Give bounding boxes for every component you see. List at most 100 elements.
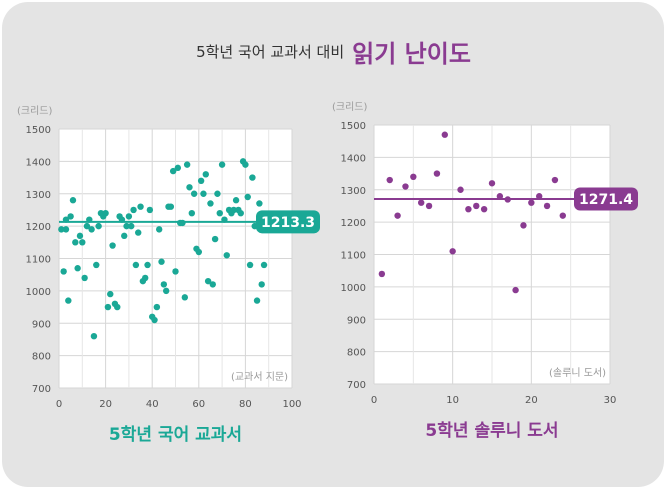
data-point: [67, 213, 74, 220]
data-point: [488, 180, 496, 187]
data-point: [253, 297, 261, 304]
data-point: [242, 161, 249, 168]
x-axis-label: (교과서 지문): [231, 371, 288, 383]
data-point: [155, 226, 163, 233]
data-point: [195, 248, 202, 256]
data-point: [246, 261, 254, 269]
data-point: [260, 261, 268, 269]
y-tick-label: 700: [347, 380, 366, 391]
data-point: [528, 199, 535, 206]
y-tick-label: 1200: [26, 222, 51, 233]
x-tick-label: 30: [604, 395, 617, 406]
x-tick-label: 80: [239, 399, 252, 410]
data-point: [74, 265, 81, 272]
data-point: [200, 190, 207, 197]
data-point: [130, 206, 137, 214]
data-point: [158, 258, 165, 265]
y-tick-label: 800: [347, 348, 366, 359]
y-tick-label: 1000: [341, 283, 366, 294]
data-point: [60, 268, 67, 275]
data-point: [162, 287, 170, 295]
y-tick-label: 1400: [341, 153, 366, 164]
data-point: [202, 171, 209, 178]
data-point: [135, 229, 142, 236]
x-axis-label: (솔루니 도서): [549, 367, 606, 379]
data-point: [218, 161, 226, 168]
data-point: [258, 281, 265, 288]
data-point: [204, 277, 212, 285]
data-point: [536, 193, 543, 200]
data-point: [181, 294, 189, 301]
chart-title: 5학년 국어 교과서: [109, 425, 242, 445]
data-point: [72, 239, 79, 246]
y-tick-label: 1100: [26, 255, 51, 266]
data-point: [441, 131, 448, 138]
mean-badge: [256, 210, 320, 234]
data-point: [128, 222, 135, 230]
data-point: [457, 186, 464, 193]
data-point: [237, 209, 244, 217]
x-tick-label: 20: [99, 399, 112, 410]
data-point: [123, 222, 130, 230]
y-tick-label: 1200: [341, 218, 366, 229]
data-point: [197, 177, 205, 184]
data-point: [449, 248, 456, 255]
data-point: [190, 190, 198, 197]
y-tick-label: 700: [32, 384, 51, 395]
data-point: [207, 200, 214, 207]
y-tick-label: 1100: [341, 251, 366, 262]
data-point: [211, 235, 219, 243]
data-point: [186, 184, 193, 191]
data-point: [65, 297, 72, 304]
data-point: [121, 232, 128, 240]
y-tick-label: 1300: [26, 190, 51, 201]
data-point: [76, 232, 84, 240]
data-point: [174, 164, 182, 172]
data-point: [95, 222, 102, 230]
data-point: [520, 222, 527, 229]
data-point: [62, 226, 70, 233]
data-point: [107, 290, 114, 298]
data-point: [109, 242, 116, 249]
data-point: [144, 261, 151, 269]
data-point: [69, 197, 77, 204]
x-tick-label: 60: [192, 399, 205, 410]
y-tick-label: 1500: [26, 125, 51, 136]
data-point: [142, 274, 149, 282]
data-point: [81, 274, 88, 282]
mean-value-label: 1213.3: [261, 215, 315, 231]
data-point: [183, 161, 191, 168]
data-point: [153, 303, 161, 311]
x-tick-label: 0: [371, 395, 377, 406]
data-point: [232, 197, 240, 204]
y-tick-label: 900: [347, 315, 366, 326]
data-point: [425, 202, 433, 210]
data-point: [433, 170, 441, 177]
data-point: [465, 205, 472, 213]
x-tick-label: 0: [56, 399, 62, 410]
data-point: [169, 167, 177, 175]
data-point: [102, 209, 109, 217]
y-axis-label: (크리드): [17, 105, 53, 117]
data-point: [244, 193, 251, 201]
chart-title: 5학년 솔루니 도서: [425, 421, 558, 441]
data-point: [214, 190, 221, 197]
data-point: [90, 333, 98, 340]
data-point: [160, 281, 168, 288]
mean-badge: [574, 187, 638, 211]
x-tick-label: 10: [446, 395, 459, 406]
data-point: [125, 213, 133, 220]
data-point: [216, 209, 223, 217]
y-axis-label: (크리드): [332, 101, 368, 113]
data-point: [104, 303, 112, 311]
data-point: [418, 199, 425, 206]
title-prefix: 5학년 국어 교과서 대비: [196, 43, 345, 61]
data-point: [58, 226, 65, 233]
data-point: [93, 261, 100, 269]
data-point: [551, 176, 559, 184]
data-point: [230, 206, 237, 214]
data-point: [386, 176, 393, 184]
data-point: [543, 202, 551, 210]
